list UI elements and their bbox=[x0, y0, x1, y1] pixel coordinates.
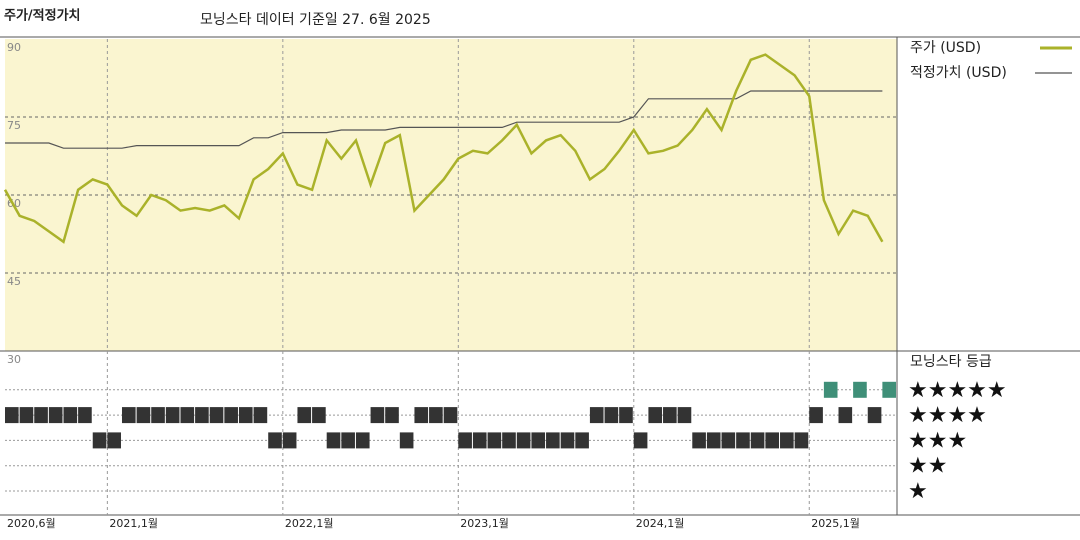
rating-bar bbox=[633, 432, 648, 449]
rating-bar bbox=[370, 407, 385, 424]
rating-bar bbox=[443, 407, 458, 424]
rating-bar bbox=[736, 432, 750, 449]
rating-bar bbox=[706, 432, 721, 449]
rating-bar bbox=[794, 432, 809, 449]
rating-bar bbox=[224, 407, 238, 424]
rating-bar bbox=[385, 407, 399, 424]
rating-bar bbox=[472, 432, 487, 449]
rating-bar bbox=[692, 432, 706, 449]
rating-bar bbox=[209, 407, 224, 424]
rating-bar bbox=[78, 407, 92, 424]
legend-label: 적정가치 (USD) bbox=[910, 65, 1007, 81]
rating-bar bbox=[121, 407, 136, 424]
y-tick-label: 75 bbox=[7, 119, 21, 132]
rating-bar bbox=[5, 407, 19, 424]
rating-bar bbox=[63, 407, 78, 424]
rating-bar bbox=[721, 432, 736, 449]
rating-bar bbox=[268, 432, 282, 449]
rating-label: ★★★ bbox=[908, 428, 967, 453]
rating-bar bbox=[823, 381, 838, 398]
rating-bar bbox=[531, 432, 546, 449]
y-tick-label: 30 bbox=[7, 353, 21, 366]
rating-bar bbox=[151, 407, 165, 424]
rating-label: ★ bbox=[908, 479, 928, 504]
rating-bar bbox=[838, 407, 853, 424]
series-line bbox=[5, 90, 883, 149]
rating-bar bbox=[414, 407, 429, 424]
rating-bar bbox=[48, 407, 63, 424]
rating-bar bbox=[312, 407, 326, 424]
rating-bar bbox=[546, 432, 560, 449]
rating-bar bbox=[619, 407, 633, 424]
x-tick-label: 2021,1월 bbox=[109, 517, 158, 530]
rating-bar bbox=[165, 407, 180, 424]
rating-bar bbox=[355, 432, 370, 449]
x-tick-label: 2022,1월 bbox=[285, 517, 334, 530]
rating-legend-title: 모닝스타 등급 bbox=[910, 354, 992, 370]
x-tick-label: 2024,1월 bbox=[636, 517, 685, 530]
x-tick-label: 2025,1월 bbox=[811, 517, 860, 530]
rating-bar bbox=[253, 407, 268, 424]
rating-bar bbox=[663, 407, 677, 424]
rating-bar bbox=[487, 432, 502, 449]
rating-bar bbox=[882, 381, 896, 398]
rating-bar bbox=[180, 407, 195, 424]
rating-bar bbox=[341, 432, 355, 449]
rating-bar bbox=[429, 407, 443, 424]
rating-bar bbox=[589, 407, 604, 424]
rating-label: ★★★★ bbox=[908, 403, 987, 428]
chart-subtitle: 모닝스타 데이터 기준일 27. 6월 2025 bbox=[200, 12, 431, 28]
rating-bar bbox=[604, 407, 619, 424]
y-tick-label: 45 bbox=[7, 275, 21, 288]
rating-bar bbox=[575, 432, 589, 449]
rating-bar bbox=[809, 407, 823, 424]
rating-bar bbox=[516, 432, 531, 449]
rating-bar bbox=[297, 407, 312, 424]
rating-bar bbox=[92, 432, 107, 449]
rating-label: ★★ bbox=[908, 454, 947, 479]
rating-bar bbox=[136, 407, 151, 424]
rating-bar bbox=[867, 407, 882, 424]
x-tick-label: 2020,6월 bbox=[7, 517, 56, 530]
x-tick-label: 2023,1월 bbox=[460, 517, 509, 530]
rating-bar bbox=[107, 432, 121, 449]
rating-bar bbox=[282, 432, 297, 449]
rating-bar bbox=[677, 407, 692, 424]
legend-label: 주가 (USD) bbox=[910, 40, 981, 56]
rating-bar bbox=[399, 432, 414, 449]
rating-bar bbox=[34, 407, 48, 424]
rating-bar bbox=[195, 407, 209, 424]
rating-bar bbox=[750, 432, 765, 449]
rating-bar bbox=[560, 432, 575, 449]
rating-bar bbox=[853, 381, 867, 398]
rating-bar bbox=[19, 407, 34, 424]
chart-title: 주가/적정가치 bbox=[4, 8, 81, 24]
rating-bar bbox=[238, 407, 253, 424]
series-line bbox=[3, 53, 884, 244]
rating-label: ★★★★★ bbox=[908, 378, 1007, 403]
rating-bar bbox=[780, 432, 794, 449]
rating-bar bbox=[765, 432, 780, 449]
rating-bar bbox=[458, 432, 472, 449]
rating-bar bbox=[326, 432, 341, 449]
y-tick-label: 90 bbox=[7, 41, 21, 54]
rating-bar bbox=[502, 432, 516, 449]
rating-bar bbox=[648, 407, 663, 424]
